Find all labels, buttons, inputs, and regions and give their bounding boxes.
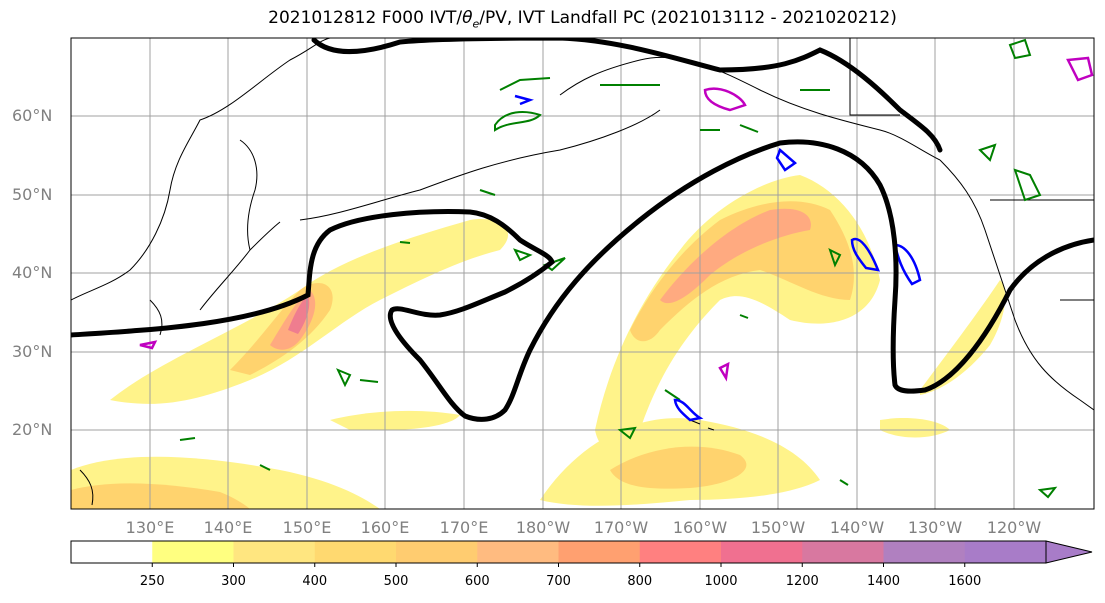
coast-japan (199, 221, 281, 311)
border-alaska (849, 38, 900, 116)
colorbar-segment (233, 541, 316, 563)
theta-symbol: θ (462, 8, 473, 28)
coast-kamchatka (239, 139, 258, 251)
lon-label-140w: 140°W (829, 518, 885, 537)
coast-philippines (79, 469, 94, 506)
ivt-south-mid (610, 446, 747, 489)
lon-label-150w: 150°W (750, 518, 806, 537)
colorbar-tick-label: 700 (546, 574, 571, 589)
ivt-band-central-high (660, 208, 811, 304)
black-contour-main (71, 139, 1094, 422)
colorbar-extend-arrow (1045, 540, 1093, 564)
colorbar-tick-label: 300 (221, 574, 246, 589)
colorbar-tick-label: 1600 (948, 574, 982, 589)
colorbar-tick-label: 1200 (785, 574, 819, 589)
coast-aleutians (299, 109, 661, 221)
coast-alaska (559, 56, 941, 161)
ivt-band-central-mid (630, 201, 854, 342)
ivt-southwest-mid (71, 483, 250, 509)
lon-label-130e: 130°E (125, 518, 175, 537)
colorbar-segment (314, 541, 397, 563)
theta-subscript: e (472, 17, 480, 31)
ivt-strip-mid (330, 410, 460, 431)
colorbar-segment (477, 541, 559, 563)
ivt-plume-west-peak (288, 296, 310, 334)
lon-label-170w: 170°W (593, 518, 649, 537)
colorbar-segment (71, 541, 153, 563)
lon-label-160w: 160°W (672, 518, 728, 537)
coast-asia (71, 38, 331, 301)
pv-negative-contours (139, 56, 1094, 382)
colorbar-segment (721, 541, 803, 563)
ivt-east-arc (920, 280, 1006, 395)
graticule (71, 38, 1094, 509)
colorbar-segment (152, 541, 234, 563)
colorbar-tick-label: 500 (383, 574, 409, 589)
theta-e-contours (179, 38, 1058, 499)
lat-label-30: 30°N (12, 342, 53, 361)
colorbar (70, 540, 1093, 567)
lat-label-60: 60°N (12, 106, 53, 125)
colorbar-segment (558, 541, 641, 563)
lat-label-50: 50°N (12, 185, 53, 204)
ivt-shading (71, 175, 1006, 509)
colorbar-tick-label: 400 (302, 574, 328, 589)
title-prefix: 2021012812 F000 IVT/ (268, 8, 463, 28)
colorbar-segment (396, 541, 478, 563)
lat-label-40: 40°N (12, 263, 53, 282)
lon-label-120w: 120°W (986, 518, 1042, 537)
title-bar: 2021012812 F000 IVT/θe/PV, IVT Landfall … (0, 0, 1105, 32)
lat-label-20: 20°N (12, 420, 53, 439)
colorbar-tick-label: 1400 (866, 574, 901, 589)
title-suffix: /PV, IVT Landfall PC (2021013112 - 20210… (479, 8, 897, 28)
coast-korea (149, 299, 163, 336)
ivt-strip-south (880, 418, 950, 438)
colorbar-segment (883, 541, 966, 563)
map-title: 2021012812 F000 IVT/θe/PV, IVT Landfall … (0, 8, 1105, 30)
coast-na-west (939, 159, 1094, 411)
colorbar-tick-label: 250 (139, 574, 165, 589)
lon-label-140e: 140°E (203, 518, 253, 537)
lon-label-180w: 180°W (515, 518, 571, 537)
colorbar-tick-label: 800 (627, 574, 653, 589)
lon-label-160e: 160°E (360, 518, 410, 537)
pv-positive-contours (514, 94, 922, 422)
black-contour-north (311, 38, 943, 153)
lon-label-130w: 130°W (907, 518, 963, 537)
colorbar-tick-label: 1000 (704, 574, 738, 589)
colorbar-tick-label: 600 (464, 574, 490, 589)
coastlines (71, 38, 1094, 506)
tropopause-contour (71, 38, 1094, 422)
colorbar-segment (802, 541, 884, 563)
lon-label-170e: 170°E (439, 518, 489, 537)
colorbar-segment (964, 541, 1047, 563)
map-frame (70, 37, 1095, 510)
colorbar-segment (639, 541, 722, 563)
lon-label-150e: 150°E (282, 518, 332, 537)
